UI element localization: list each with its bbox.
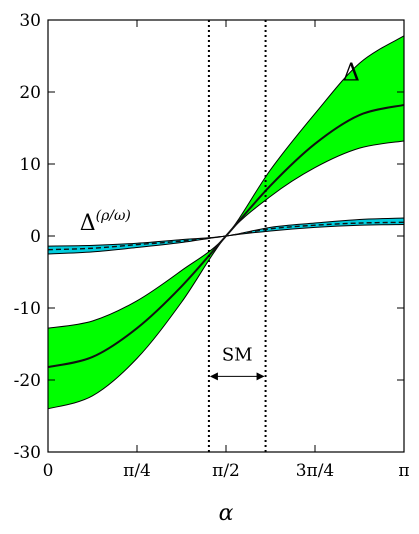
x-tick-label-1: π/4 — [123, 461, 151, 481]
bands-layer — [47, 35, 405, 410]
ticks-layer: 0 π/4 π/2 3π/4 π 30 20 10 0 -10 -20 -30 — [14, 11, 410, 481]
label-delta-rho-omega: Δ(ρ/ω) — [80, 208, 131, 236]
x-tick-label-0: 0 — [43, 461, 54, 481]
y-tick-label-1: 20 — [19, 83, 41, 103]
y-tick-label-5: -20 — [14, 371, 41, 391]
x-tick-label-3: 3π/4 — [296, 461, 335, 481]
vlines-layer — [207, 20, 267, 452]
label-sm: SM — [222, 345, 253, 366]
y-tick-label-6: -30 — [14, 443, 41, 463]
label-delta: Δ — [343, 58, 360, 86]
annotations-layer: Δ Δ(ρ/ω) SM — [80, 58, 360, 381]
x-tick-label-2: π/2 — [212, 461, 240, 481]
x-axis-title: α — [219, 501, 234, 526]
y-tick-label-3: 0 — [30, 227, 41, 247]
y-tick-label-2: 10 — [19, 155, 41, 175]
y-tick-label-4: -10 — [14, 299, 41, 319]
series-line-1 — [47, 221, 405, 251]
band-fill-0 — [48, 35, 404, 409]
x-tick-label-4: π — [398, 461, 409, 481]
y-tick-label-0: 30 — [19, 11, 41, 31]
